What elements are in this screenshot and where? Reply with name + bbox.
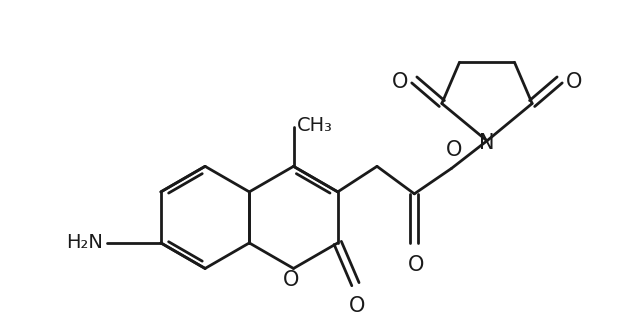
Text: N: N xyxy=(479,133,495,153)
Text: O: O xyxy=(445,140,462,160)
Text: O: O xyxy=(284,270,300,290)
Text: O: O xyxy=(566,72,582,92)
Text: H₂N: H₂N xyxy=(66,233,103,252)
Text: O: O xyxy=(349,296,365,316)
Text: CH₃: CH₃ xyxy=(296,116,332,135)
Text: O: O xyxy=(408,255,424,275)
Text: O: O xyxy=(392,72,408,92)
